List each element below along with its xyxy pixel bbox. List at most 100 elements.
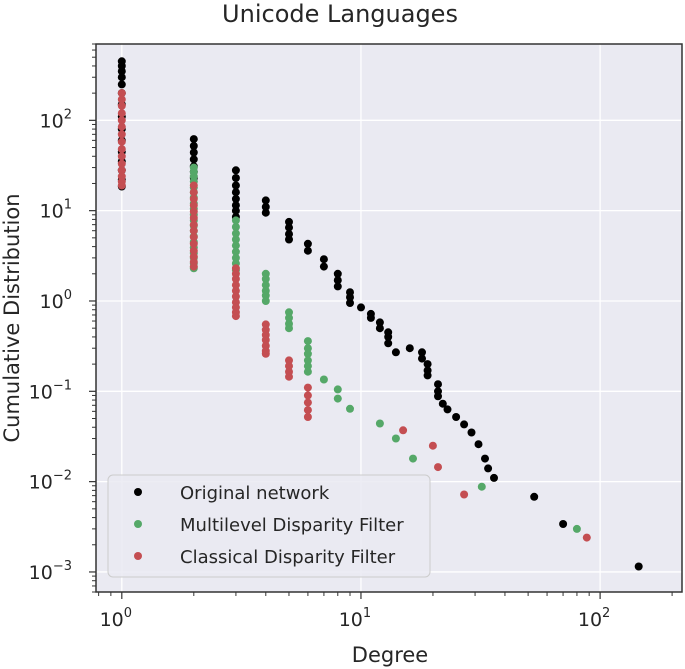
legend-box — [107, 474, 431, 578]
point-multilevel — [375, 419, 384, 428]
point-original — [634, 562, 643, 571]
point-original — [261, 208, 270, 217]
point-multilevel — [303, 367, 312, 376]
point-classical — [399, 426, 408, 435]
y-tick-label: 10−3 — [29, 559, 72, 584]
point-classical — [117, 152, 126, 161]
point-multilevel — [346, 404, 354, 413]
x-tick-label: 100 — [100, 606, 132, 631]
point-multilevel — [231, 216, 240, 225]
point-original — [460, 420, 469, 429]
point-classical — [117, 116, 126, 125]
point-multilevel — [303, 362, 312, 371]
point-multilevel — [477, 482, 486, 491]
point-classical — [117, 109, 126, 118]
point-original — [189, 142, 198, 150]
point-original — [189, 148, 198, 157]
legend-label-original: Original network — [180, 483, 330, 504]
series-classical — [117, 89, 591, 542]
point-classical — [189, 188, 198, 197]
point-original — [357, 303, 365, 312]
point-classical — [231, 264, 240, 273]
plot-frame — [95, 43, 683, 593]
point-classical — [428, 441, 437, 450]
point-multilevel — [261, 275, 270, 283]
point-classical — [189, 226, 198, 235]
point-classical — [117, 145, 126, 154]
point-multilevel — [572, 524, 581, 533]
point-classical — [231, 281, 240, 290]
point-original — [384, 339, 393, 348]
minor-ticks — [89, 43, 673, 599]
point-classical — [285, 362, 293, 371]
point-multilevel — [261, 291, 270, 300]
point-original — [231, 188, 240, 197]
y-tick-labels: 10−3 10−2 10−1 100 101 102 — [29, 107, 72, 584]
point-classical — [434, 463, 442, 472]
point-original — [452, 413, 461, 421]
y-tick-label: 100 — [40, 288, 72, 313]
point-multilevel — [303, 337, 312, 346]
point-original — [559, 520, 568, 528]
point-original — [346, 293, 354, 302]
point-original — [285, 223, 293, 232]
point-multilevel — [303, 349, 312, 358]
point-original — [189, 135, 198, 144]
legend-marker-multilevel — [134, 520, 142, 528]
point-original — [231, 181, 240, 190]
point-original — [530, 492, 539, 501]
y-tick-label: 10−2 — [29, 469, 72, 494]
x-tick-labels: 100 101 102 — [100, 606, 611, 631]
point-multilevel — [231, 223, 240, 231]
point-classical — [117, 122, 126, 131]
point-original — [333, 282, 342, 291]
point-original — [375, 318, 384, 327]
point-classical — [189, 201, 198, 210]
point-original — [231, 194, 240, 203]
legend: Original network Multilevel Disparity Fi… — [107, 474, 431, 578]
point-original — [333, 276, 342, 285]
point-multilevel — [231, 247, 240, 256]
point-classical — [189, 233, 198, 242]
point-classical — [117, 130, 126, 139]
point-multilevel — [409, 454, 417, 463]
point-classical — [189, 239, 198, 248]
point-original — [384, 332, 393, 341]
point-multilevel — [231, 235, 240, 244]
point-original — [467, 428, 476, 437]
point-multilevel — [333, 394, 342, 403]
x-tick-label: 102 — [578, 606, 610, 631]
point-classical — [231, 292, 240, 301]
point-classical — [303, 391, 312, 400]
point-multilevel — [231, 241, 240, 250]
point-multilevel — [391, 434, 400, 443]
point-classical — [231, 286, 240, 295]
point-original — [189, 155, 198, 164]
point-classical — [303, 406, 312, 415]
y-tick-label: 102 — [40, 107, 72, 132]
point-multilevel — [261, 297, 270, 305]
point-original — [405, 344, 414, 353]
point-original — [285, 217, 293, 226]
y-axis-title: Cumulative Distribution — [0, 193, 24, 442]
point-multilevel — [333, 385, 342, 394]
point-multilevel — [319, 375, 328, 384]
point-multilevel — [285, 324, 293, 333]
point-original — [434, 392, 442, 401]
point-classical — [189, 207, 198, 216]
point-original — [117, 73, 126, 82]
point-classical — [231, 275, 240, 283]
y-tick-label: 10−1 — [29, 378, 72, 403]
point-original — [333, 269, 342, 278]
legend-label-classical: Classical Disparity Filter — [180, 547, 396, 568]
point-original — [231, 201, 240, 210]
legend-marker-original — [134, 488, 142, 496]
point-multilevel — [261, 281, 270, 290]
point-multilevel — [285, 313, 293, 322]
point-original — [117, 80, 126, 89]
point-original — [285, 235, 293, 244]
point-original — [366, 313, 375, 322]
point-classical — [189, 246, 198, 255]
point-original — [423, 360, 432, 369]
point-classical — [189, 214, 198, 222]
